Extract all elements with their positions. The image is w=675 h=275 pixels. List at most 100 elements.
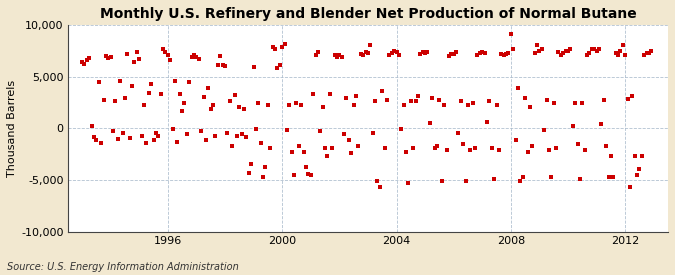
Point (355, 52, 366, 56)
Point (163, 53, 173, 57)
Point (412, 94, 423, 98)
Point (539, 128, 549, 133)
Point (501, 52, 512, 56)
Point (389, 49, 400, 53)
Point (153, 133, 164, 138)
Point (427, 96, 437, 101)
Point (613, 53, 624, 57)
Point (420, 51, 431, 55)
Point (322, 154, 333, 158)
Point (620, 53, 630, 57)
Point (367, 130, 378, 135)
Point (381, 98, 392, 103)
Point (503, 51, 514, 55)
Point (248, 65, 259, 70)
Point (101, 54, 111, 58)
Point (341, 96, 352, 101)
Point (291, 100, 302, 105)
Point (146, 82, 157, 86)
Point (401, 150, 412, 154)
Point (308, 92, 319, 97)
Point (115, 79, 126, 83)
Point (370, 99, 381, 104)
Point (141, 141, 152, 145)
Point (313, 50, 323, 54)
Point (348, 102, 359, 107)
Point (305, 173, 316, 177)
Point (479, 51, 490, 55)
Point (496, 52, 507, 56)
Point (317, 104, 328, 109)
Point (637, 154, 647, 158)
Point (543, 148, 554, 152)
Point (403, 181, 414, 185)
Point (113, 137, 124, 141)
Point (250, 127, 261, 132)
Point (350, 94, 361, 98)
Point (177, 109, 188, 113)
Point (467, 100, 478, 105)
Point (506, 32, 516, 36)
Point (107, 129, 118, 134)
Point (84, 56, 95, 60)
Point (615, 49, 626, 53)
Point (339, 131, 350, 136)
Point (217, 63, 228, 67)
Point (529, 51, 540, 55)
Point (484, 99, 495, 104)
Point (103, 56, 113, 60)
Point (239, 106, 250, 111)
Point (365, 42, 376, 47)
Point (215, 54, 225, 58)
Point (524, 104, 535, 109)
Point (448, 52, 459, 56)
Point (643, 51, 654, 55)
Point (169, 79, 180, 83)
Point (196, 129, 207, 134)
Point (489, 177, 500, 181)
Point (182, 131, 192, 136)
Point (560, 49, 571, 53)
Point (260, 164, 271, 169)
Point (446, 52, 457, 56)
Point (534, 49, 545, 53)
Point (186, 55, 197, 59)
Point (410, 99, 421, 104)
Point (431, 144, 442, 148)
Point (96, 141, 107, 145)
Point (470, 146, 481, 150)
Point (136, 133, 147, 138)
Point (548, 100, 559, 105)
Point (227, 144, 238, 148)
Point (498, 53, 509, 57)
Point (558, 51, 568, 55)
Point (465, 148, 476, 152)
Point (601, 144, 612, 148)
Point (151, 130, 161, 135)
Point (537, 46, 547, 51)
Point (193, 57, 204, 61)
Point (574, 177, 585, 181)
Point (213, 63, 223, 67)
Point (396, 127, 406, 132)
Point (134, 57, 144, 61)
Point (232, 133, 242, 138)
Point (284, 102, 295, 107)
Point (205, 106, 216, 111)
Point (267, 45, 278, 49)
Title: Monthly U.S. Refinery and Blender Net Production of Normal Butane: Monthly U.S. Refinery and Blender Net Pr… (99, 7, 637, 21)
Point (434, 98, 445, 103)
Point (179, 100, 190, 105)
Point (596, 122, 607, 127)
Point (458, 142, 468, 146)
Point (425, 121, 435, 125)
Point (472, 53, 483, 57)
Point (377, 89, 387, 93)
Point (184, 80, 194, 84)
Point (222, 130, 233, 135)
Point (517, 175, 528, 179)
Point (379, 146, 390, 150)
Point (520, 96, 531, 101)
Point (272, 66, 283, 71)
Point (88, 134, 99, 139)
